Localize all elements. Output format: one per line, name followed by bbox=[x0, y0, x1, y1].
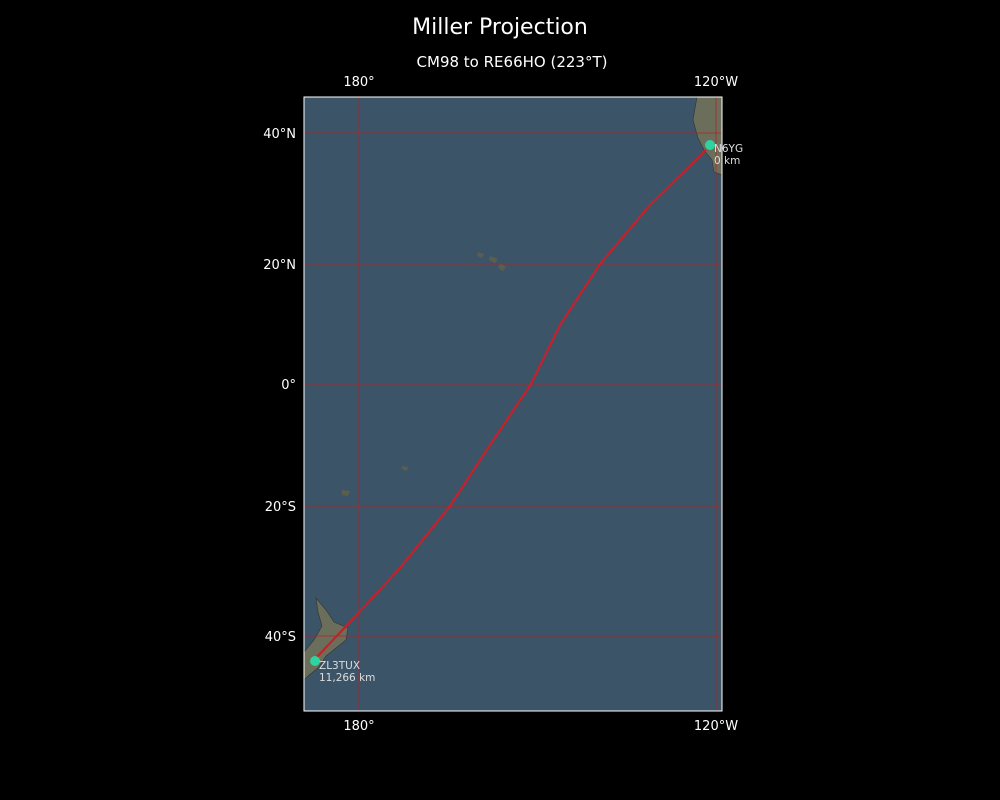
left-label: 0° bbox=[281, 378, 296, 393]
top-label: 120°W bbox=[694, 75, 738, 90]
ocean bbox=[304, 97, 722, 711]
map-frame bbox=[303, 96, 723, 712]
top-label: 180° bbox=[343, 75, 374, 90]
left-label: 40°N bbox=[263, 127, 296, 142]
station-marker bbox=[310, 656, 320, 666]
left-label: 20°N bbox=[263, 258, 296, 273]
bottom-label: 120°W bbox=[694, 719, 738, 734]
land-california bbox=[692, 97, 722, 176]
station-marker bbox=[705, 140, 715, 150]
station-call: N6YG bbox=[714, 143, 743, 155]
bottom-label: 180° bbox=[343, 719, 374, 734]
great-circle-path bbox=[315, 149, 707, 659]
frame-border bbox=[303, 96, 723, 712]
station-distance: 11,266 km bbox=[319, 672, 375, 684]
left-label: 40°S bbox=[265, 630, 296, 645]
station-call: ZL3TUX bbox=[319, 660, 360, 672]
title: Miller Projection bbox=[412, 15, 588, 40]
station-distance: 0 km bbox=[714, 155, 740, 167]
left-label: 20°S bbox=[265, 500, 296, 515]
subtitle: CM98 to RE66HO (223°T) bbox=[417, 53, 608, 71]
